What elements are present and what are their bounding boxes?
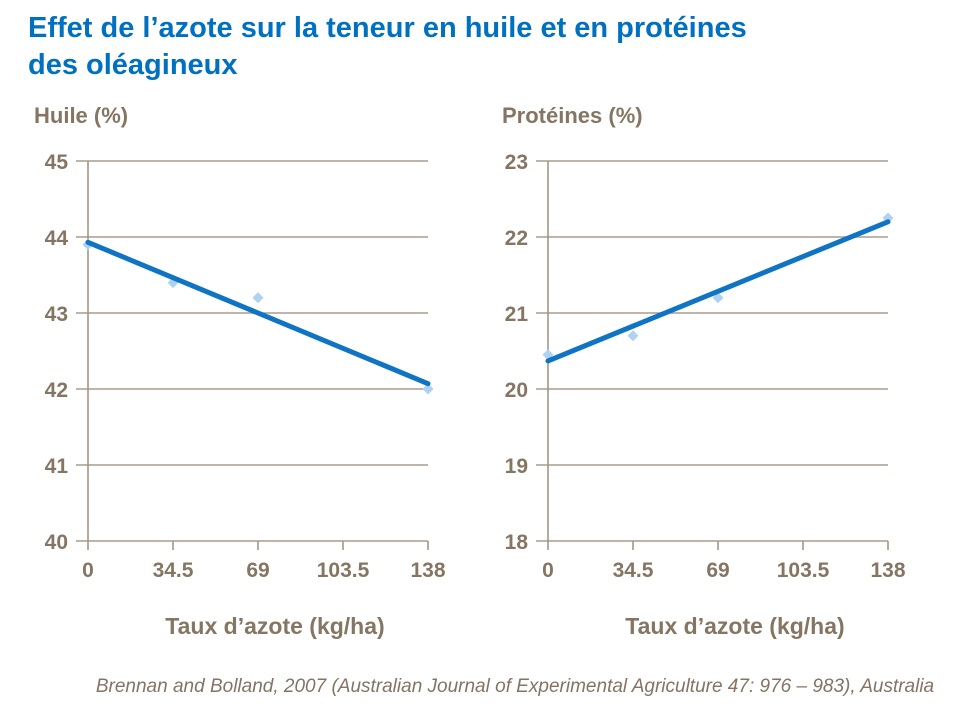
y-tick-label: 19 — [505, 455, 528, 478]
x-tick-label: 103.5 — [777, 559, 830, 579]
x-tick-label: 69 — [706, 559, 729, 579]
y-tick-label: 42 — [45, 379, 68, 402]
y-tick-label: 40 — [45, 531, 68, 554]
x-tick-label: 34.5 — [613, 559, 654, 579]
proteines-chart-plot: 18 19 20 21 22 23 0 34.5 69 103.5 138 — [505, 151, 906, 579]
y-tick-label: 21 — [505, 303, 529, 326]
x-tick-label: 0 — [542, 559, 554, 579]
data-point-marker — [627, 330, 639, 342]
trend-line — [545, 219, 891, 364]
huile-x-axis-label: Taux d’azote (kg/ha) — [165, 613, 385, 639]
x-tick-label: 103.5 — [317, 559, 370, 579]
y-tick-label: 44 — [45, 227, 69, 250]
y-tick-label: 20 — [505, 379, 528, 402]
x-tick-label: 138 — [410, 559, 445, 579]
y-tick-label: 22 — [505, 227, 528, 250]
y-tick-label: 23 — [505, 151, 528, 174]
x-tick-label: 69 — [246, 559, 269, 579]
huile-chart-plot: 40 41 42 43 44 45 0 34.5 69 103.5 138 — [45, 151, 446, 579]
data-point-marker — [252, 292, 264, 304]
source-citation: Brennan and Bolland, 2007 (Australian Jo… — [95, 676, 935, 697]
y-tick-label: 43 — [45, 303, 68, 326]
page-title: Effet de l’azote sur la teneur en huile … — [28, 10, 908, 84]
trend-line — [85, 239, 431, 387]
proteines-chart-title: Protéines (%) — [502, 103, 643, 128]
y-tick-label: 41 — [45, 455, 69, 478]
proteines-x-axis-label: Taux d’azote (kg/ha) — [625, 613, 845, 639]
huile-chart-title: Huile (%) — [34, 103, 129, 128]
y-tick-label: 45 — [45, 151, 69, 174]
page-title-line1: Effet de l’azote sur la teneur en huile … — [28, 12, 747, 44]
data-point-marker — [712, 292, 724, 304]
x-tick-label: 34.5 — [153, 559, 194, 579]
x-tick-label: 138 — [870, 559, 905, 579]
data-point-marker — [422, 383, 434, 395]
huile-chart: Huile (%) 40 41 42 43 44 45 0 34.5 69 103.5 138 Ta… — [30, 103, 470, 640]
x-tick-label: 0 — [82, 559, 94, 579]
page-title-line2: des oléagineux — [28, 49, 238, 82]
proteines-chart: Protéines (%) 18 19 20 21 22 23 0 34.5 69 103.5 13… — [490, 103, 930, 640]
y-tick-label: 18 — [505, 531, 529, 554]
